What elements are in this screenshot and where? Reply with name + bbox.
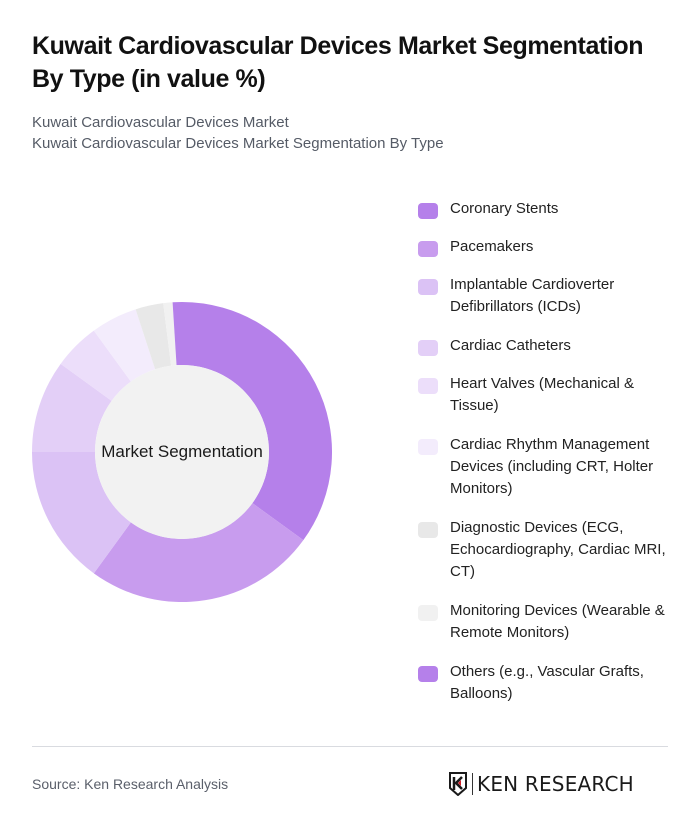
donut-segment[interactable]	[135, 303, 172, 370]
donut-segment[interactable]	[32, 452, 131, 574]
legend-label: Diagnostic Devices (ECG, Echocardiograph…	[450, 519, 666, 580]
subtitle-segmentation: Kuwait Cardiovascular Devices Market Seg…	[32, 135, 444, 152]
legend-label: Heart Valves (Mechanical & Tissue)	[450, 375, 634, 414]
legend-item[interactable]: Implantable Cardioverter Defibrillators …	[418, 274, 668, 318]
donut-segment[interactable]	[182, 302, 332, 541]
legend-swatch	[418, 203, 438, 219]
donut-svg	[32, 302, 332, 602]
legend-item[interactable]: Monitoring Devices (Wearable & Remote Mo…	[418, 600, 668, 644]
legend-label: Cardiac Rhythm Management Devices (inclu…	[450, 436, 654, 497]
logo-separator	[472, 773, 473, 795]
legend-swatch	[418, 666, 438, 682]
donut-hole	[95, 365, 269, 539]
legend-label: Coronary Stents	[450, 200, 559, 217]
donut-segment[interactable]	[93, 503, 304, 602]
donut-segment[interactable]	[32, 363, 112, 452]
legend-item[interactable]: Cardiac Rhythm Management Devices (inclu…	[418, 434, 668, 500]
legend-swatch	[418, 340, 438, 356]
legend-swatch	[418, 522, 438, 538]
legend-swatch	[418, 439, 438, 455]
footer-divider	[32, 746, 668, 747]
ken-research-shield-icon	[449, 772, 467, 796]
legend-item[interactable]: Diagnostic Devices (ECG, Echocardiograph…	[418, 517, 668, 583]
chart-title: Kuwait Cardiovascular Devices Market Seg…	[32, 32, 644, 93]
legend-item[interactable]: Cardiac Catheters	[418, 335, 668, 357]
legend-item[interactable]: Pacemakers	[418, 236, 668, 258]
legend-label: Others (e.g., Vascular Grafts, Balloons)	[450, 663, 644, 702]
ken-research-logo: KEN RESEARCH	[448, 771, 634, 797]
source-note: Source: Ken Research Analysis	[32, 776, 229, 792]
donut-segment[interactable]	[172, 302, 182, 366]
subtitle-market: Kuwait Cardiovascular Devices Market	[32, 114, 289, 131]
donut-segment[interactable]	[93, 309, 156, 382]
legend-item[interactable]: Coronary Stents	[418, 198, 668, 220]
donut-segment[interactable]	[163, 302, 177, 366]
legend-label: Cardiac Catheters	[450, 337, 571, 354]
legend-label: Implantable Cardioverter Defibrillators …	[450, 276, 615, 315]
donut-segment[interactable]	[60, 330, 131, 401]
legend-swatch	[418, 241, 438, 257]
legend-label: Pacemakers	[450, 238, 534, 255]
legend-item[interactable]: Heart Valves (Mechanical & Tissue)	[418, 373, 668, 417]
legend-item[interactable]: Others (e.g., Vascular Grafts, Balloons)	[418, 661, 668, 705]
legend-label: Monitoring Devices (Wearable & Remote Mo…	[450, 602, 665, 641]
chart-legend: Coronary Stents Pacemakers Implantable Car…	[418, 198, 668, 705]
donut-chart: Market Segmentation	[32, 302, 332, 602]
logo-wordmark: KEN RESEARCH	[477, 772, 634, 796]
legend-swatch	[418, 279, 438, 295]
legend-swatch	[418, 378, 438, 394]
legend-swatch	[418, 605, 438, 621]
